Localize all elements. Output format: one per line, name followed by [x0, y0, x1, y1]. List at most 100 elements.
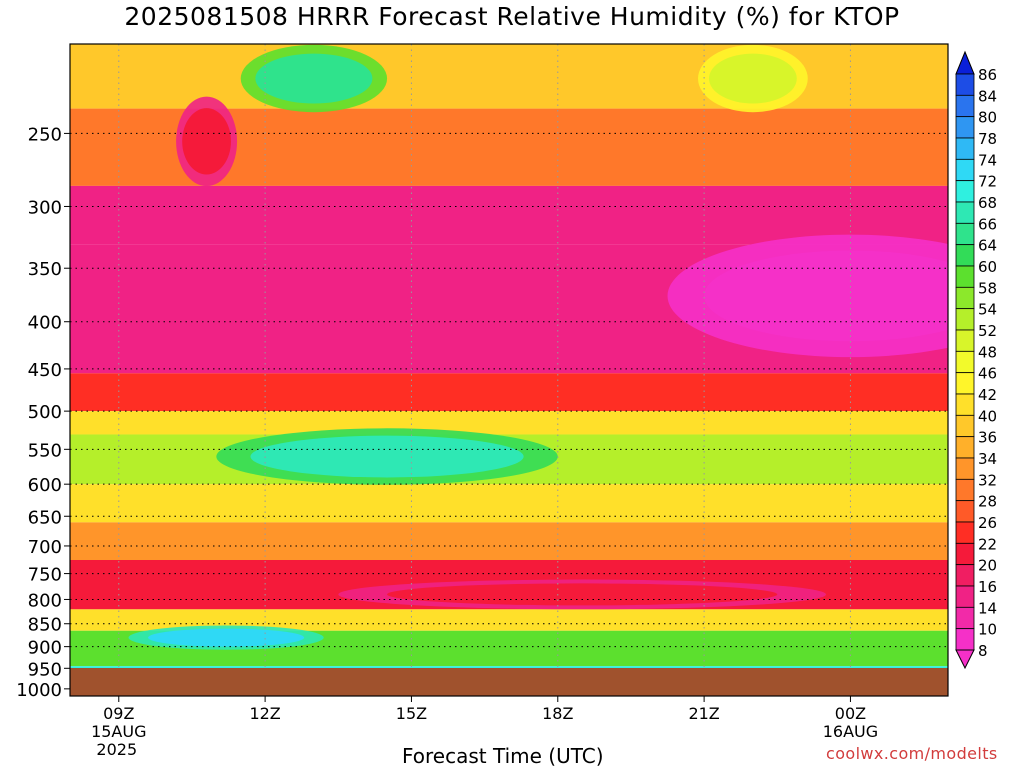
colorbar-swatch: [955, 542, 975, 566]
chart-title: 2025081508 HRRR Forecast Relative Humidi…: [124, 2, 900, 31]
humidity-fill: [70, 44, 948, 696]
x-tick-label: 15Z: [396, 704, 427, 723]
colorbar-label: 26: [978, 514, 997, 532]
colorbar-swatch: [955, 329, 975, 352]
humidity-band: [70, 411, 948, 435]
colorbar-swatch: [955, 158, 975, 182]
colorbar-swatch: [955, 414, 975, 438]
colorbar-swatch: [955, 628, 975, 651]
x-tick-label: 12Z: [249, 704, 280, 723]
colorbar-min-arrow: [955, 649, 975, 670]
x-tick-label: 00Z: [835, 704, 866, 723]
colorbar-label: 58: [978, 279, 997, 297]
colorbar-swatch: [955, 180, 975, 203]
colorbar-label: 54: [978, 301, 997, 319]
colorbar-label: 8: [978, 642, 988, 660]
colorbar-max-arrow: [955, 50, 975, 75]
x-tick-label: 21Z: [688, 704, 719, 723]
humidity-region: [148, 628, 305, 647]
colorbar-label: 86: [978, 66, 997, 84]
x-tick-date: 16AUG: [823, 722, 878, 741]
humidity-band: [70, 373, 948, 412]
colorbar-swatch: [955, 393, 975, 416]
colorbar-swatch: [955, 308, 975, 331]
colorbar-label: 32: [978, 471, 997, 489]
humidity-band: [70, 522, 948, 561]
colorbar-swatch: [955, 478, 975, 502]
y-tick-label: 1000: [16, 680, 62, 701]
colorbar-swatch: [955, 585, 975, 608]
y-tick-label: 900: [28, 638, 62, 659]
colorbar-label: 34: [978, 450, 997, 468]
y-tick-label: 500: [28, 402, 62, 423]
colorbar-label: 28: [978, 493, 997, 511]
y-tick-label: 950: [28, 659, 62, 680]
colorbar-swatch: [955, 222, 975, 246]
humidity-region: [255, 53, 373, 104]
humidity-region: [387, 583, 778, 606]
grid-lines: [70, 44, 948, 668]
y-tick-label: 800: [28, 590, 62, 611]
y-tick-label: 750: [28, 565, 62, 586]
colorbar-label: 42: [978, 386, 997, 404]
colorbar-swatch: [955, 372, 975, 395]
y-axis: 2503003504004505005506006507007508008509…: [16, 124, 70, 701]
colorbar-label: 64: [978, 237, 997, 255]
colorbar-label: 52: [978, 322, 997, 340]
y-tick-label: 250: [28, 124, 62, 145]
y-tick-label: 450: [28, 360, 62, 381]
x-tick-year: 2025: [96, 740, 137, 759]
credit-text: coolwx.com/modelts: [826, 744, 998, 763]
colorbar-label: 66: [978, 215, 997, 233]
ground-below-surface: [70, 668, 948, 696]
colorbar-swatch: [955, 73, 975, 96]
colorbar-swatch: [955, 94, 975, 118]
colorbar-swatch: [955, 201, 975, 224]
y-tick-label: 350: [28, 259, 62, 280]
colorbar-swatch: [955, 265, 975, 288]
humidity-region: [250, 435, 524, 478]
y-tick-label: 400: [28, 313, 62, 334]
colorbar-swatch: [955, 137, 975, 160]
humidity-band: [70, 609, 948, 631]
colorbar-swatch: [955, 286, 975, 310]
colorbar-label: 48: [978, 343, 997, 361]
colorbar: 86 84 80 78 74 72 68 66 64 60 58 54 52 48 46 42 40 36 34 32…: [955, 50, 997, 670]
y-tick-label: 550: [28, 440, 62, 461]
colorbar-label: 20: [978, 557, 997, 575]
colorbar-label: 60: [978, 258, 997, 276]
colorbar-swatch: [955, 606, 975, 630]
colorbar-label: 68: [978, 194, 997, 212]
colorbar-label: 46: [978, 365, 997, 383]
colorbar-label: 36: [978, 429, 997, 447]
colorbar-swatch: [955, 500, 975, 523]
colorbar-label: 14: [978, 599, 997, 617]
colorbar-label: 80: [978, 109, 997, 127]
colorbar-swatch: [955, 564, 975, 587]
colorbar-swatch: [955, 436, 975, 459]
plot-frame: [69, 43, 949, 697]
colorbar-swatch: [955, 521, 975, 544]
x-tick-date: 15AUG: [91, 722, 146, 741]
colorbar-label: 22: [978, 535, 997, 553]
y-tick-label: 600: [28, 475, 62, 496]
humidity-band: [70, 185, 948, 245]
colorbar-label: 16: [978, 578, 997, 596]
colorbar-label: 10: [978, 621, 997, 639]
x-axis-label: Forecast Time (UTC): [402, 744, 604, 768]
colorbar-label: 78: [978, 130, 997, 148]
colorbar-swatch: [955, 457, 975, 480]
colorbar-swatch: [955, 350, 975, 374]
colorbar-label: 84: [978, 87, 997, 105]
y-tick-label: 850: [28, 615, 62, 636]
x-tick-label: 18Z: [542, 704, 573, 723]
colorbar-swatch: [955, 116, 975, 139]
humidity-band: [70, 484, 948, 523]
colorbar-swatch: [955, 244, 975, 267]
colorbar-label: 72: [978, 173, 997, 191]
colorbar-label: 74: [978, 151, 997, 169]
humidity-region: [708, 53, 797, 104]
humidity-band: [70, 666, 948, 668]
